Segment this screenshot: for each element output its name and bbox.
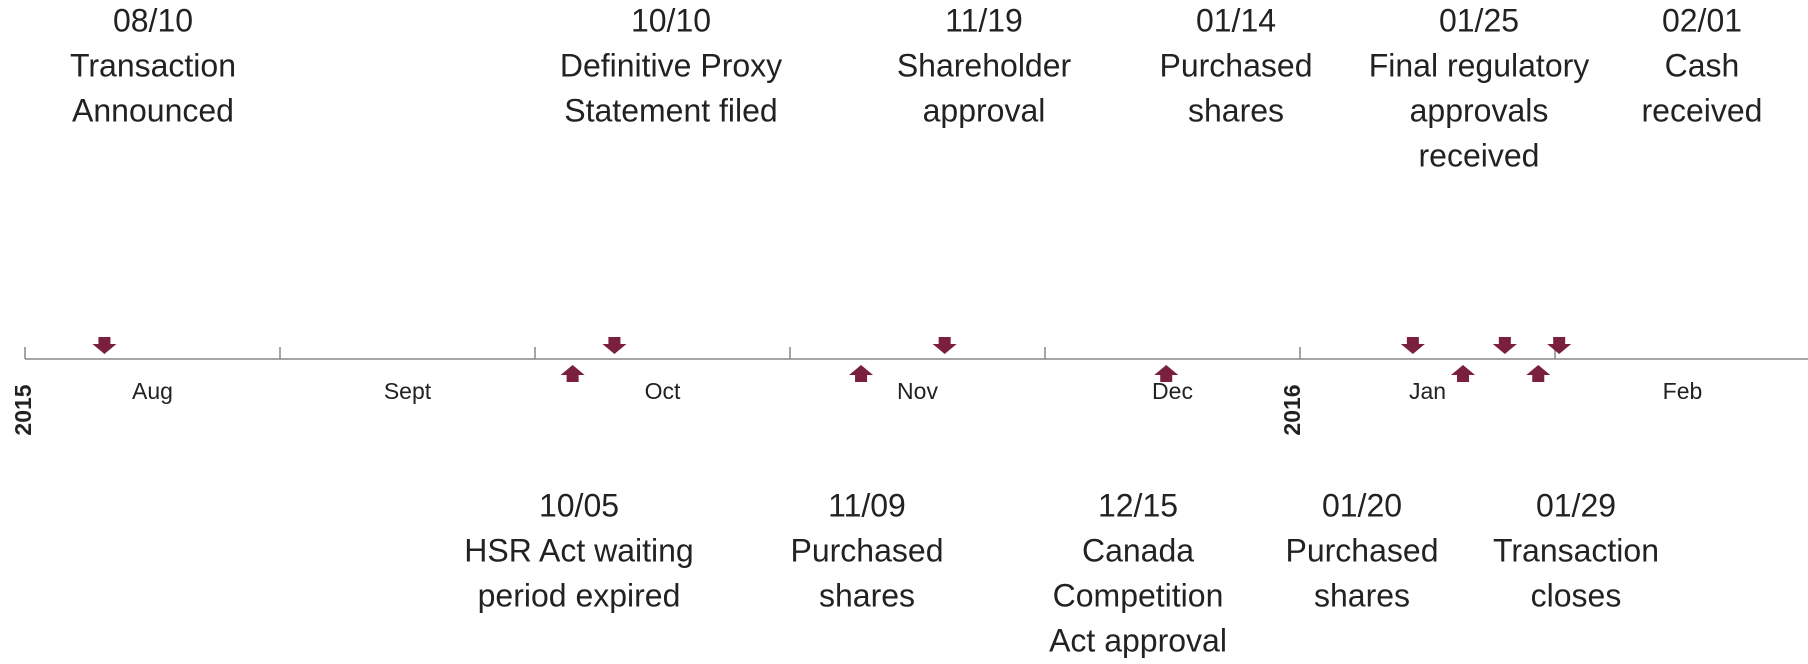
- event-date: 01/25: [1439, 2, 1519, 38]
- event-label: Final regulatory: [1369, 47, 1590, 83]
- month-label: Sept: [384, 378, 432, 404]
- event-label: received: [1642, 92, 1763, 128]
- arrow-up: [849, 365, 874, 382]
- year-label: 2016: [1279, 384, 1305, 435]
- event-date: 11/09: [828, 487, 906, 523]
- event-label: shares: [1314, 577, 1410, 613]
- arrow-down: [1547, 337, 1572, 354]
- event-date: 08/10: [113, 2, 193, 38]
- month-label: Feb: [1663, 378, 1703, 404]
- event-label: Canada: [1082, 532, 1194, 568]
- event-date: 10/10: [631, 2, 711, 38]
- month-label: Dec: [1152, 378, 1193, 404]
- event-label: Purchased: [791, 532, 944, 568]
- arrow-up: [1451, 365, 1476, 382]
- event-label: Cash: [1665, 47, 1740, 83]
- month-label: Nov: [897, 378, 938, 404]
- event-label: shares: [819, 577, 915, 613]
- event-label: approval: [923, 92, 1046, 128]
- event-label: Purchased: [1160, 47, 1313, 83]
- event-date: 12/15: [1098, 487, 1178, 523]
- event-date: 01/14: [1196, 2, 1276, 38]
- month-label: Aug: [132, 378, 173, 404]
- arrow-down: [1492, 337, 1517, 354]
- event-label: Definitive Proxy: [560, 47, 782, 83]
- arrow-down: [932, 337, 957, 354]
- arrow-up: [1526, 365, 1551, 382]
- month-label: Jan: [1409, 378, 1446, 404]
- year-label: 2015: [10, 384, 36, 435]
- arrow-down: [92, 337, 117, 354]
- event-label: received: [1419, 137, 1540, 173]
- event-label: Announced: [72, 92, 234, 128]
- event-label: HSR Act waiting: [464, 532, 693, 568]
- event-label: Act approval: [1049, 622, 1227, 658]
- event-label: approvals: [1410, 92, 1549, 128]
- event-date: 01/29: [1536, 487, 1616, 523]
- arrow-down: [602, 337, 627, 354]
- month-label: Oct: [645, 378, 681, 404]
- arrow-up: [1154, 365, 1179, 382]
- event-label: shares: [1188, 92, 1284, 128]
- event-date: 02/01: [1662, 2, 1742, 38]
- event-label: Transaction: [1493, 532, 1659, 568]
- event-date: 01/20: [1322, 487, 1402, 523]
- arrow-up: [560, 365, 585, 382]
- event-label: Statement filed: [564, 92, 777, 128]
- event-date: 11/19: [945, 2, 1023, 38]
- event-label: Shareholder: [897, 47, 1072, 83]
- event-date: 10/05: [539, 487, 619, 523]
- event-label: Competition: [1053, 577, 1224, 613]
- event-label: closes: [1531, 577, 1622, 613]
- arrow-down: [1400, 337, 1425, 354]
- event-label: period expired: [478, 577, 681, 613]
- event-label: Transaction: [70, 47, 236, 83]
- event-label: Purchased: [1286, 532, 1439, 568]
